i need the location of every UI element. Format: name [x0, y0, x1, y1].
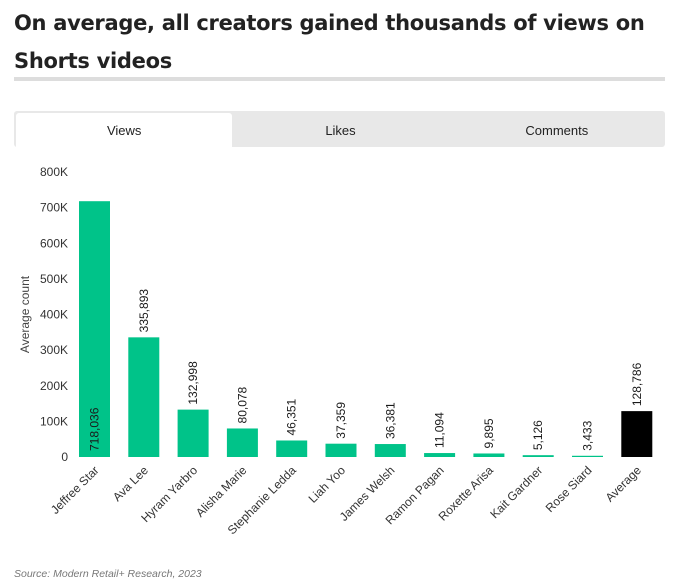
- y-tick-label: 300K: [40, 343, 68, 357]
- y-axis-title: Average count: [18, 275, 32, 353]
- x-tick-label: Average: [603, 463, 645, 505]
- data-label: 36,381: [383, 402, 397, 439]
- tab-views[interactable]: Views: [16, 113, 233, 147]
- y-tick-label: 200K: [40, 379, 68, 393]
- x-tick-label: Rose Siard: [543, 463, 595, 515]
- data-label: 3,433: [581, 420, 595, 450]
- source-note: Source: Modern Retail+ Research, 2023: [14, 568, 202, 580]
- x-tick-label: Liah Yoo: [306, 463, 349, 506]
- title-divider: [14, 77, 665, 81]
- bar: [226, 428, 258, 457]
- chart-title: On average, all creators gained thousand…: [14, 11, 645, 73]
- bar: [522, 455, 554, 457]
- data-label: 37,359: [334, 402, 348, 439]
- bar: [276, 440, 308, 457]
- bar-chart: Average count 0 100K 200K 300K 400K 500K 600K 70…: [18, 165, 653, 537]
- bar: [424, 453, 456, 457]
- y-tick-label: 400K: [40, 308, 68, 322]
- x-tick-label: Kait Gardner: [487, 463, 545, 521]
- y-tick-label: 0: [61, 450, 68, 464]
- tab-likes[interactable]: Likes: [325, 122, 356, 138]
- data-label: 335,893: [137, 289, 151, 333]
- data-label: 718,036: [88, 407, 102, 451]
- data-label: 9,895: [482, 418, 496, 448]
- bar: [374, 444, 406, 457]
- x-tick-label: Jeffree Star: [48, 463, 102, 517]
- data-label: 46,351: [285, 398, 299, 435]
- data-label: 80,078: [235, 386, 249, 423]
- bar: [621, 411, 653, 457]
- y-tick-label: 600K: [40, 236, 68, 250]
- data-label: 132,998: [186, 361, 200, 405]
- bar: [79, 201, 110, 457]
- bar: [325, 443, 357, 457]
- metric-tabs: Views Likes Comments: [14, 111, 665, 147]
- bar: [473, 453, 505, 457]
- bar: [177, 409, 209, 457]
- data-label: 5,126: [531, 420, 545, 450]
- bar: [128, 337, 160, 457]
- y-tick-label: 100K: [40, 414, 68, 428]
- y-tick-label: 700K: [40, 201, 68, 215]
- bar: [572, 455, 603, 457]
- x-tick-label: Ava Lee: [110, 463, 151, 504]
- data-label: 11,094: [433, 412, 447, 448]
- y-tick-label: 800K: [40, 165, 68, 179]
- y-tick-label: 500K: [40, 272, 68, 286]
- tab-comments[interactable]: Comments: [525, 122, 589, 138]
- data-label: 128,786: [630, 362, 644, 406]
